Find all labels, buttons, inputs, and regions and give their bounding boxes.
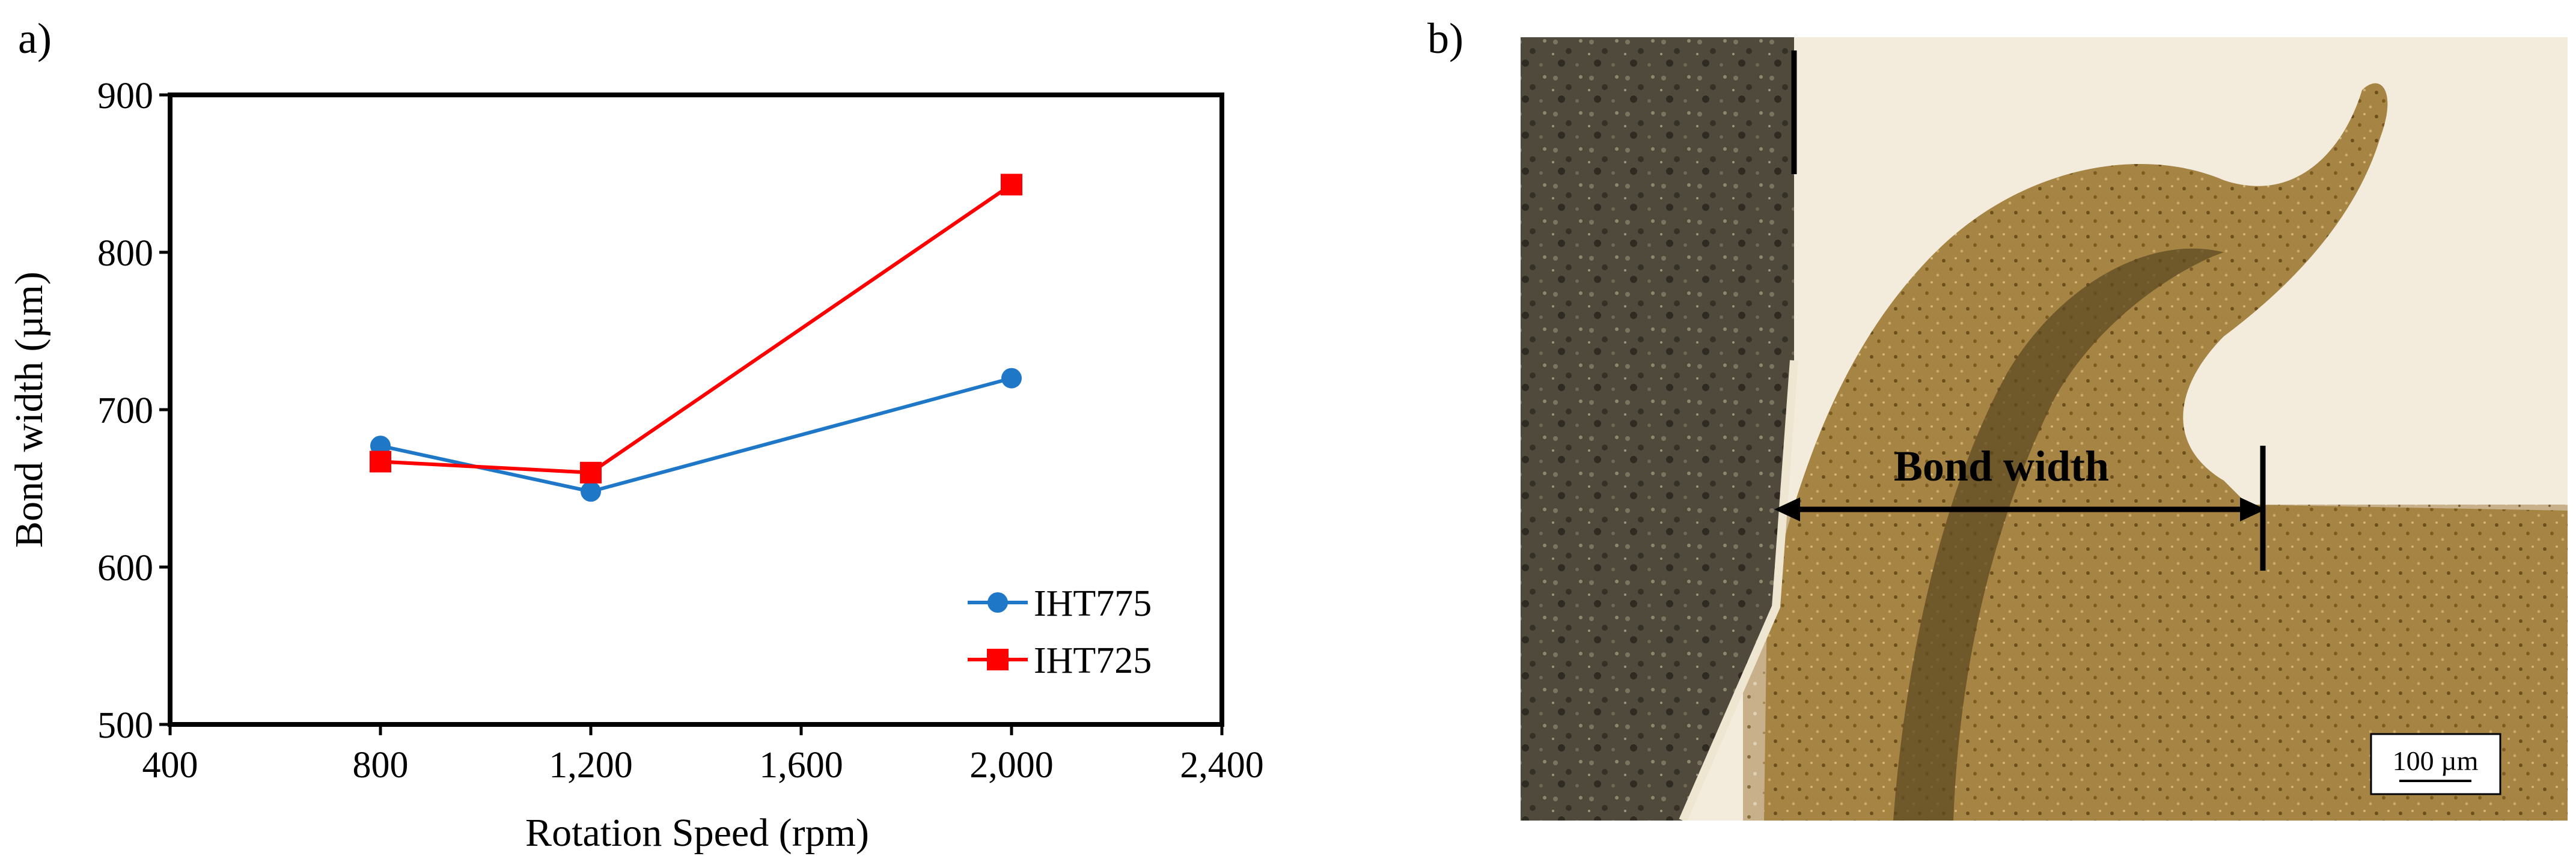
panel-a-label: a) — [18, 14, 52, 62]
interface-edge — [1679, 360, 1798, 821]
legend-marker — [987, 592, 1008, 613]
x-tick-label: 2,000 — [969, 745, 1054, 786]
series-markers — [370, 174, 1022, 502]
y-tick-label: 900 — [97, 76, 153, 117]
y-tick-label: 800 — [97, 233, 153, 274]
x-tick-label: 400 — [142, 745, 198, 786]
series-line-iht725 — [380, 183, 1013, 475]
scale-bar-label: 100 µm — [2393, 745, 2479, 776]
series-lines — [380, 183, 1013, 494]
x-axis-ticks: 400 800 1,200 1,600 2,000 2,400 — [142, 724, 1264, 786]
legend-label: IHT725 — [1034, 640, 1152, 681]
x-tick-label: 800 — [353, 745, 409, 786]
y-axis-title: Bond width (µm) — [7, 272, 51, 548]
data-point-iht725 — [1001, 174, 1022, 196]
legend-label: IHT775 — [1034, 583, 1152, 624]
y-tick-label: 500 — [97, 705, 153, 746]
micrograph-image: Bond width 100 µm — [1521, 37, 2568, 821]
legend-marker — [987, 649, 1009, 670]
x-tick-label: 1,200 — [549, 745, 633, 786]
y-tick-label: 700 — [97, 390, 153, 431]
plot-area-frame — [168, 93, 1224, 727]
panel-b-label: b) — [1427, 14, 1463, 62]
data-point-iht775 — [1001, 368, 1022, 389]
x-tick-label: 1,600 — [759, 745, 843, 786]
data-point-iht725 — [580, 461, 602, 484]
composite-region — [1521, 37, 1794, 821]
bond-width-arrow — [1774, 497, 2266, 521]
y-axis-ticks: 500 600 700 800 900 — [97, 76, 170, 746]
line-chart: 500 600 700 800 900 400 800 1,200 1,600 2,000 2,4… — [7, 76, 1264, 855]
x-tick-label: 2,400 — [1180, 745, 1264, 786]
bond-width-annotation: Bond width — [1894, 442, 2109, 490]
data-point-iht775 — [581, 481, 601, 502]
data-point-iht725 — [370, 451, 391, 473]
flash-dark-band — [1893, 248, 2224, 821]
legend: IHT775 IHT725 — [968, 583, 1152, 681]
y-tick-label: 600 — [97, 548, 153, 589]
scale-bar: 100 µm — [2370, 733, 2501, 795]
x-axis-title: Rotation Speed (rpm) — [525, 811, 869, 855]
series-line-iht775 — [380, 376, 1012, 494]
